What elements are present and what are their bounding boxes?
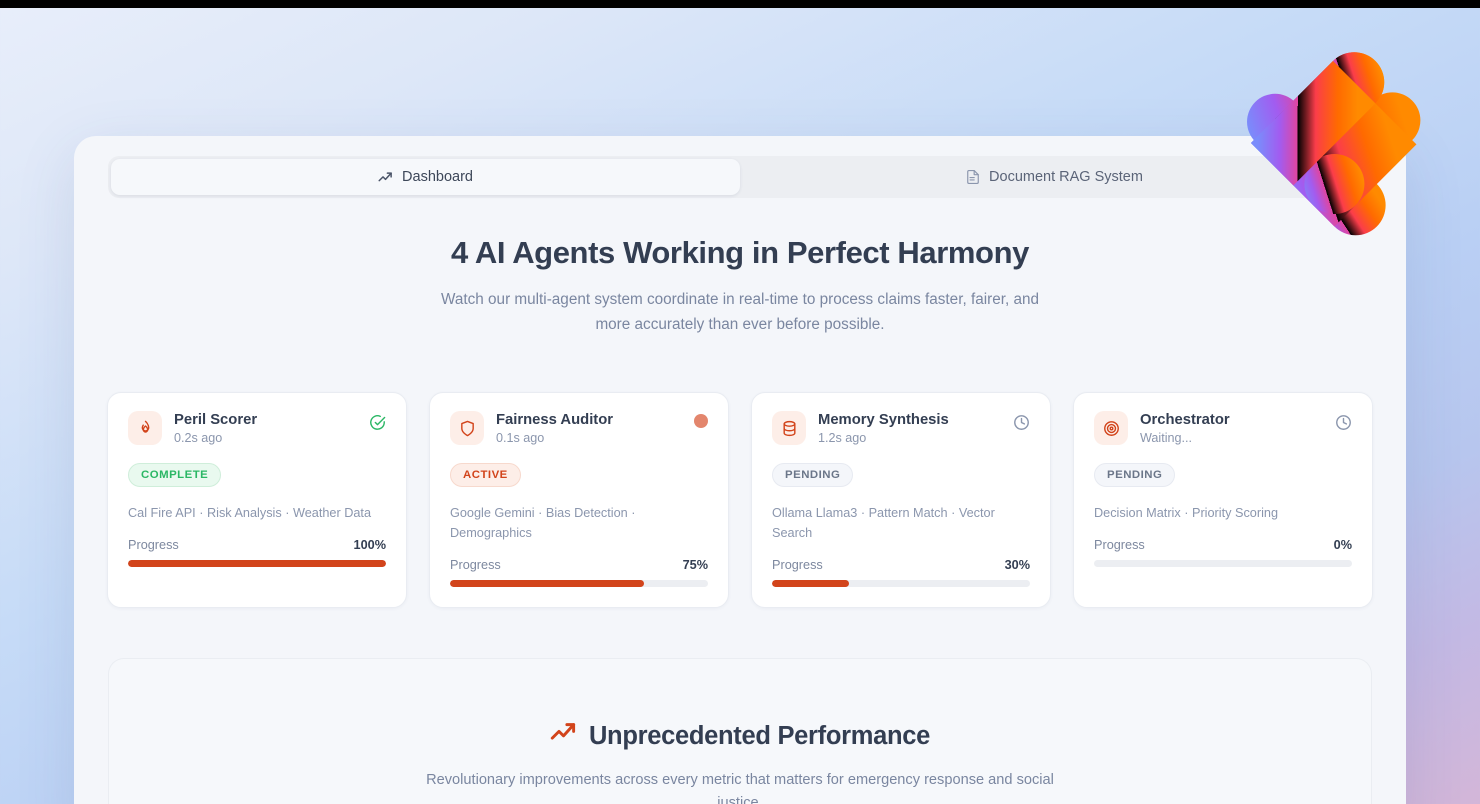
- clock-icon: [1013, 414, 1030, 431]
- page-title: 4 AI Agents Working in Perfect Harmony: [451, 235, 1029, 270]
- target-icon: [1094, 411, 1128, 445]
- tab-bar: Dashboard Document RAG System: [108, 156, 1372, 198]
- tab-dashboard[interactable]: Dashboard: [111, 159, 740, 195]
- trending-up-icon: [378, 170, 393, 185]
- progress-value: 100%: [353, 538, 386, 553]
- progress-label: Progress: [450, 557, 501, 572]
- performance-title-row: Unprecedented Performance: [109, 719, 1371, 753]
- progress-row: Progress 0%: [1094, 538, 1352, 552]
- pulse-dot-icon: [694, 414, 708, 428]
- agent-tasks: Cal Fire API · Risk Analysis · Weather D…: [128, 506, 372, 521]
- performance-title: Unprecedented Performance: [588, 721, 931, 750]
- progress-fill: [772, 579, 850, 587]
- card-header: Fairness Auditor 0.1s ago: [450, 411, 708, 445]
- performance-section: Unprecedented Performance Revolutionary …: [108, 658, 1372, 804]
- card-header: Peril Scorer 0.2s ago: [128, 411, 386, 445]
- heart-logo-icon: [1237, 45, 1429, 241]
- card-identity: Orchestrator Waiting...: [1140, 411, 1323, 445]
- progress-label: Progress: [1094, 538, 1145, 553]
- agent-card-fairness-auditor[interactable]: Fairness Auditor 0.1s ago ACTIVE Google …: [429, 392, 729, 608]
- page-subtitle: Watch our multi-agent system coordinate …: [441, 291, 1039, 333]
- progress-track: [772, 579, 1030, 587]
- progress-label: Progress: [772, 557, 823, 572]
- progress-fill: [450, 579, 644, 587]
- agent-timestamp: Waiting...: [1140, 431, 1193, 446]
- agent-tasks: Google Gemini · Bias Detection · Demogra…: [450, 506, 636, 541]
- check-circle-icon: [369, 414, 386, 431]
- progress-label: Progress: [128, 538, 179, 553]
- status-badge: ACTIVE: [450, 463, 521, 488]
- status-badge: COMPLETE: [128, 463, 222, 488]
- window-top-bar: [0, 0, 1480, 8]
- agent-timestamp: 1.2s ago: [818, 431, 867, 446]
- agent-tasks: Decision Matrix · Priority Scoring: [1094, 506, 1279, 521]
- hero-section: 4 AI Agents Working in Perfect Harmony W…: [74, 234, 1406, 337]
- agent-timestamp: 0.2s ago: [174, 431, 223, 446]
- status-badge: PENDING: [772, 463, 854, 488]
- progress-row: Progress 75%: [450, 558, 708, 572]
- progress-value: 75%: [682, 557, 708, 572]
- agent-card-memory-synthesis[interactable]: Memory Synthesis 1.2s ago PENDING Ollama…: [751, 392, 1051, 608]
- shield-icon: [450, 411, 484, 445]
- agent-card-orchestrator[interactable]: Orchestrator Waiting... PENDING Decision…: [1073, 392, 1373, 608]
- progress-track: [1094, 560, 1352, 568]
- database-icon: [772, 411, 806, 445]
- progress-track: [450, 579, 708, 587]
- flame-icon: [128, 411, 162, 445]
- progress-fill: [128, 560, 386, 568]
- agent-name: Fairness Auditor: [496, 412, 614, 428]
- card-header: Orchestrator Waiting...: [1094, 411, 1352, 445]
- progress-row: Progress 100%: [128, 538, 386, 552]
- agent-tasks: Ollama Llama3 · Pattern Match · Vector S…: [772, 506, 995, 541]
- progress-track: [128, 560, 386, 568]
- progress-row: Progress 30%: [772, 558, 1030, 572]
- agent-name: Memory Synthesis: [818, 412, 949, 428]
- trending-up-icon: [550, 719, 577, 753]
- agent-card-peril-scorer[interactable]: Peril Scorer 0.2s ago COMPLETE Cal Fire …: [107, 392, 407, 608]
- agent-timestamp: 0.1s ago: [496, 431, 545, 446]
- tab-document-rag-system[interactable]: Document RAG System: [740, 159, 1369, 195]
- agent-card-grid: Peril Scorer 0.2s ago COMPLETE Cal Fire …: [107, 392, 1373, 608]
- status-badge: PENDING: [1094, 463, 1176, 488]
- card-identity: Peril Scorer 0.2s ago: [174, 411, 357, 445]
- app-panel: Dashboard Document RAG System 4 AI Agent…: [74, 136, 1406, 804]
- clock-icon: [1335, 414, 1352, 431]
- progress-value: 0%: [1333, 538, 1352, 553]
- performance-subtitle: Revolutionary improvements across every …: [426, 772, 1054, 804]
- tab-document-rag-system-label: Document RAG System: [989, 169, 1143, 185]
- document-icon: [966, 169, 980, 185]
- progress-value: 30%: [1004, 557, 1030, 572]
- agent-name: Peril Scorer: [174, 412, 258, 428]
- agent-name: Orchestrator: [1140, 412, 1230, 428]
- card-identity: Memory Synthesis 1.2s ago: [818, 411, 1001, 445]
- card-identity: Fairness Auditor 0.1s ago: [496, 411, 682, 445]
- card-header: Memory Synthesis 1.2s ago: [772, 411, 1030, 445]
- tab-dashboard-label: Dashboard: [402, 169, 473, 185]
